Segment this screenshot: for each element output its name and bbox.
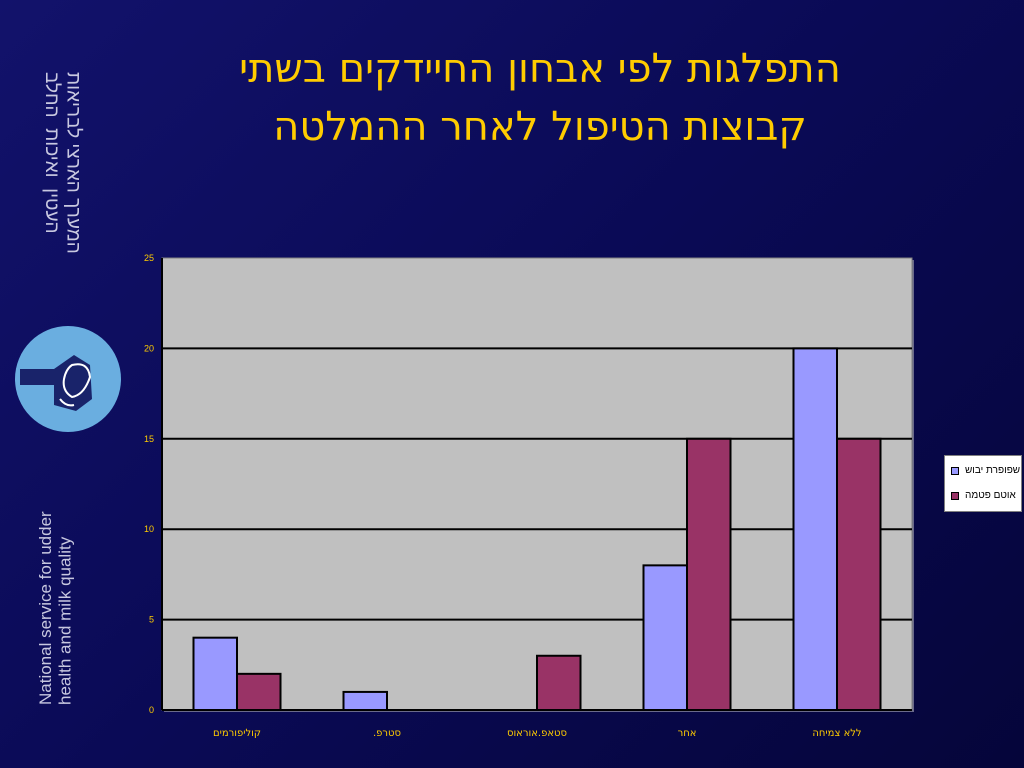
bar-1-3 xyxy=(642,564,688,711)
y-tick-label-20: 20 xyxy=(144,343,154,353)
legend-swatch-series-2 xyxy=(951,491,959,500)
bar-2-2 xyxy=(536,654,582,712)
bar-2-4 xyxy=(836,437,882,711)
chart-legend: שפופרת יבוש אוטם פטמה xyxy=(944,455,1022,512)
x-tick-label-4: ללא צמיחה xyxy=(812,728,861,739)
x-tick-label-2: סטאפ.אוראוס xyxy=(507,728,567,739)
y-tick-label-5: 5 xyxy=(149,615,154,625)
bar-1-0 xyxy=(192,636,238,711)
chart-title: התפלגות לפי אבחון החיידקים בשתי קבוצות ה… xyxy=(130,40,950,156)
sidebar-hebrew-text: המערך הארצי לבריאות העטין ואיכות החלב xyxy=(40,72,84,254)
legend-swatch-series-1 xyxy=(951,466,959,475)
bar-1-1 xyxy=(342,690,388,711)
legend-item-series-2: אוטם פטמה xyxy=(951,490,1016,501)
y-tick-label-10: 10 xyxy=(144,524,154,534)
y-tick-label-0: 0 xyxy=(149,705,154,715)
legend-label-series-2: אוטם פטמה xyxy=(965,490,1016,501)
legend-item-series-1: שפופרת יבוש xyxy=(951,465,1020,476)
x-tick-label-1: סטרפ. xyxy=(373,728,401,739)
legend-label-series-1: שפופרת יבוש xyxy=(965,465,1021,476)
y-tick-label-15: 15 xyxy=(144,434,154,444)
plot-area xyxy=(161,257,913,711)
x-tick-label-0: קוליפורמים xyxy=(213,728,261,739)
chart-title-line-1: התפלגות לפי אבחון החיידקים בשתי xyxy=(239,46,841,92)
bar-1-4 xyxy=(792,347,838,711)
bar-2-0 xyxy=(236,672,282,712)
chart-title-line-2: קבוצות הטיפול לאחר ההמלטה xyxy=(273,104,807,150)
x-tick-label-3: אחר xyxy=(678,728,697,739)
logo-icon xyxy=(15,326,121,432)
y-tick-label-25: 25 xyxy=(144,253,154,263)
bar-2-3 xyxy=(686,437,732,711)
